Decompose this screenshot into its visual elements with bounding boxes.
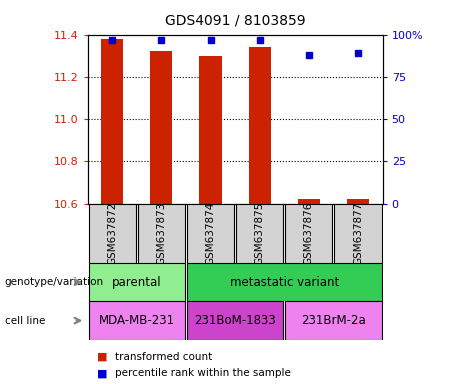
Bar: [150, 51, 172, 204]
Text: 231BoM-1833: 231BoM-1833: [194, 314, 276, 327]
Text: GSM637877: GSM637877: [353, 202, 363, 265]
Text: transformed count: transformed count: [115, 352, 213, 362]
Bar: [89, 204, 136, 263]
Bar: [236, 204, 284, 263]
Text: GSM637876: GSM637876: [304, 202, 314, 265]
Text: GSM637872: GSM637872: [107, 202, 117, 265]
Bar: [285, 301, 382, 340]
Text: parental: parental: [112, 276, 161, 289]
Text: GSM637874: GSM637874: [206, 202, 216, 265]
Text: ■: ■: [97, 368, 107, 378]
Bar: [89, 301, 185, 340]
Bar: [200, 56, 222, 204]
Text: MDA-MB-231: MDA-MB-231: [99, 314, 175, 327]
Bar: [89, 263, 185, 301]
Text: genotype/variation: genotype/variation: [5, 277, 104, 287]
Bar: [248, 47, 271, 204]
Bar: [187, 263, 382, 301]
Bar: [101, 39, 123, 204]
Bar: [347, 199, 369, 204]
Text: percentile rank within the sample: percentile rank within the sample: [115, 368, 291, 378]
Bar: [298, 199, 320, 204]
Text: GSM637873: GSM637873: [156, 202, 166, 265]
Bar: [187, 204, 234, 263]
Bar: [285, 204, 332, 263]
Bar: [334, 204, 382, 263]
Text: 231BrM-2a: 231BrM-2a: [301, 314, 366, 327]
Text: GSM637875: GSM637875: [254, 202, 265, 265]
Text: ■: ■: [97, 352, 107, 362]
Bar: [138, 204, 185, 263]
Text: GDS4091 / 8103859: GDS4091 / 8103859: [165, 13, 306, 27]
Bar: [187, 301, 284, 340]
Text: metastatic variant: metastatic variant: [230, 276, 339, 289]
Text: cell line: cell line: [5, 316, 45, 326]
